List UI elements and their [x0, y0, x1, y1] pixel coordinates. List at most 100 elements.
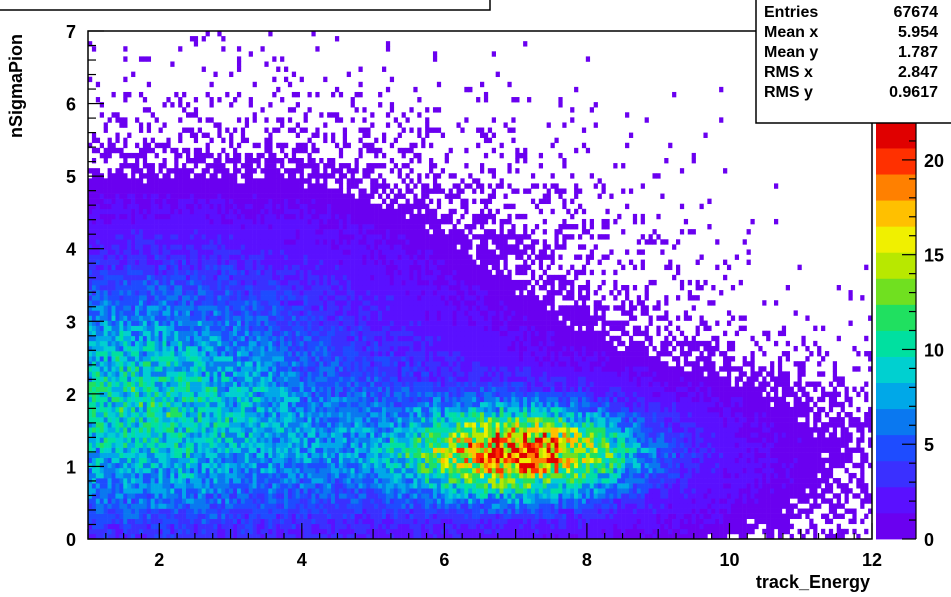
heatmap-cell — [107, 193, 112, 199]
heatmap-cell — [299, 259, 304, 265]
heatmap-cell — [95, 376, 101, 382]
heatmap-cell — [307, 320, 312, 326]
heatmap-cell — [280, 305, 285, 311]
heatmap-cell — [229, 513, 234, 519]
heatmap-cell — [256, 351, 261, 357]
heatmap-cell — [119, 412, 124, 418]
heatmap-cell — [170, 239, 175, 245]
heatmap-cell — [338, 462, 344, 469]
heatmap-cell — [295, 142, 300, 149]
heatmap-cell — [119, 386, 124, 392]
heatmap-cell — [99, 295, 104, 301]
heatmap-cell — [272, 472, 277, 479]
heatmap-cell — [142, 432, 148, 438]
heatmap-cell — [264, 371, 269, 377]
heatmap-cell — [307, 244, 312, 250]
heatmap-cell — [334, 244, 340, 250]
heatmap-cell — [201, 66, 206, 72]
heatmap-cell — [303, 290, 308, 296]
heatmap-cell — [103, 386, 108, 392]
heatmap-cell — [213, 371, 218, 377]
heatmap-cell — [166, 442, 171, 448]
heatmap-cell — [284, 462, 289, 469]
heatmap-cell — [240, 533, 246, 540]
heatmap-cell — [186, 508, 191, 514]
heatmap-cell — [217, 295, 222, 301]
heatmap-cell — [174, 279, 179, 286]
heatmap-cell — [201, 300, 206, 306]
heatmap-cell — [107, 234, 112, 240]
heatmap-cell — [111, 452, 116, 459]
heatmap-cell — [103, 478, 108, 484]
heatmap-cell — [209, 310, 214, 316]
heatmap-cell — [287, 401, 293, 408]
heatmap-cell — [295, 498, 300, 504]
heatmap-cell — [299, 168, 304, 174]
heatmap-cell — [182, 457, 187, 464]
heatmap-cell — [331, 137, 336, 144]
heatmap-cell — [217, 213, 222, 220]
heatmap-cell — [319, 193, 324, 199]
heatmap-cell — [264, 208, 269, 215]
heatmap-cell — [229, 102, 234, 108]
heatmap-cell — [131, 447, 136, 453]
heatmap-cell — [146, 274, 152, 281]
heatmap-cell — [99, 417, 104, 423]
heatmap-cell — [119, 427, 124, 433]
heatmap-cell — [323, 533, 328, 540]
heatmap-cell — [236, 46, 242, 52]
heatmap-cell — [295, 229, 300, 235]
heatmap-cell — [193, 447, 199, 453]
heatmap-cell — [248, 264, 253, 271]
heatmap-cell — [264, 61, 269, 67]
heatmap-cell — [186, 361, 191, 367]
heatmap-cell — [158, 244, 163, 250]
heatmap-cell — [138, 208, 144, 215]
heatmap-cell — [221, 503, 226, 509]
heatmap-cell — [213, 493, 218, 499]
heatmap-cell — [268, 345, 273, 352]
heatmap-cell — [186, 178, 191, 184]
heatmap-cell — [154, 224, 159, 230]
heatmap-cell — [201, 351, 206, 357]
heatmap-cell — [303, 218, 308, 225]
heatmap-cell — [201, 533, 206, 540]
heatmap-cell — [146, 371, 152, 377]
heatmap-cell — [166, 361, 171, 367]
heatmap-cell — [240, 132, 246, 138]
heatmap-cell — [170, 244, 175, 250]
heatmap-cell — [260, 208, 265, 215]
heatmap-cell — [319, 396, 324, 403]
heatmap-cell — [158, 295, 163, 301]
heatmap-cell — [162, 239, 167, 245]
heatmap-cell — [162, 142, 167, 149]
heatmap-cell — [131, 305, 136, 311]
heatmap-cell — [268, 158, 273, 164]
heatmap-cell — [295, 198, 300, 205]
heatmap-cell — [178, 523, 183, 530]
heatmap-cell — [158, 406, 163, 413]
heatmap-cell — [303, 483, 308, 489]
heatmap-cell — [260, 168, 265, 174]
heatmap-cell — [256, 432, 261, 438]
heatmap-cell — [331, 91, 336, 98]
heatmap-cell — [315, 376, 320, 382]
heatmap-cell — [158, 142, 163, 149]
heatmap-cell — [178, 335, 183, 342]
heatmap-cell — [268, 152, 273, 159]
heatmap-cell — [103, 305, 108, 311]
heatmap-cell — [170, 498, 175, 504]
heatmap-cell — [115, 442, 120, 448]
heatmap-cell — [209, 244, 214, 250]
heatmap-cell — [240, 208, 246, 215]
heatmap-cell — [303, 406, 308, 413]
heatmap-cell — [131, 178, 136, 184]
heatmap-cell — [315, 320, 320, 326]
heatmap-cell — [272, 310, 277, 316]
heatmap-cell — [103, 188, 108, 194]
heatmap-cell — [88, 366, 93, 372]
heatmap-cell — [291, 285, 297, 291]
heatmap-cell — [111, 249, 116, 255]
heatmap-cell — [264, 173, 269, 179]
heatmap-cell — [135, 152, 140, 159]
